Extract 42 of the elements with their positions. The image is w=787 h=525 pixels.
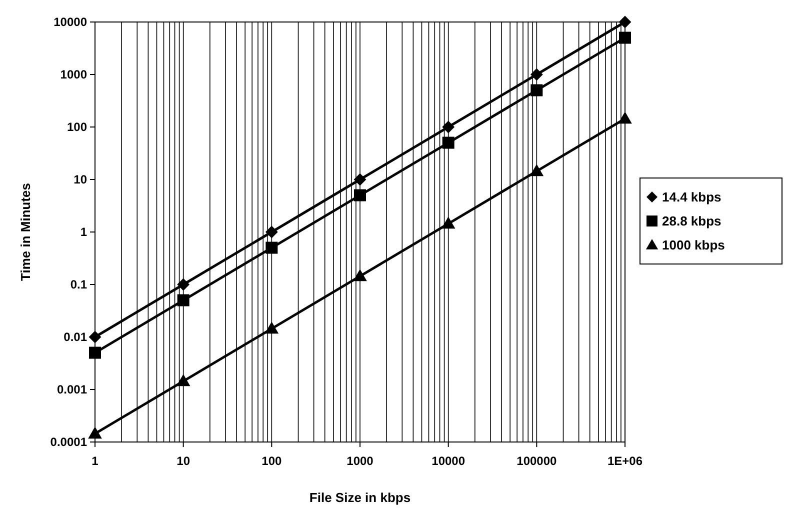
point: [530, 164, 544, 176]
point: [442, 121, 454, 133]
y-tick-label: 1000: [60, 68, 88, 82]
point: [88, 427, 102, 439]
point: [266, 226, 278, 238]
point: [442, 217, 455, 229]
x-tick-label: 1000: [346, 454, 374, 468]
x-tick-label: 100000: [516, 454, 558, 468]
point: [177, 278, 190, 290]
legend-label: 1000 kbps: [662, 238, 725, 253]
point: [89, 346, 101, 359]
point: [619, 16, 631, 28]
y-tick-label: 10: [74, 172, 88, 187]
point: [265, 322, 278, 334]
point: [89, 331, 101, 343]
x-tick-label: 100: [262, 454, 282, 468]
y-tick-label: 0.001: [56, 382, 88, 397]
x-tick-label: 10000: [432, 454, 466, 468]
x-tick-label: 10: [176, 454, 190, 468]
y-axis-title: Time in Minutes: [18, 183, 33, 281]
x-tick-label: 1: [92, 454, 99, 468]
point: [618, 112, 632, 124]
point: [530, 68, 543, 80]
point: [530, 84, 543, 96]
point: [619, 32, 631, 44]
point: [177, 294, 190, 306]
y-tick-label: 10000: [54, 15, 88, 30]
y-tick-label: 0.01: [64, 330, 88, 344]
legend-label: 28.8 kbps: [662, 214, 722, 229]
legend-label: 14.4 kbps: [662, 190, 722, 205]
y-tick-label: 100: [66, 120, 88, 134]
point: [354, 174, 366, 186]
point: [353, 270, 367, 282]
x-tick-label: 1E+06: [607, 454, 643, 468]
y-tick-label: 0.0001: [50, 435, 88, 450]
y-tick-label: 1: [80, 225, 88, 240]
x-axis-title: File Size in kbps: [309, 490, 411, 505]
point: [354, 189, 366, 202]
point: [442, 136, 454, 149]
point: [266, 242, 278, 254]
point: [176, 374, 190, 386]
y-tick-label: 0.1: [70, 278, 88, 292]
